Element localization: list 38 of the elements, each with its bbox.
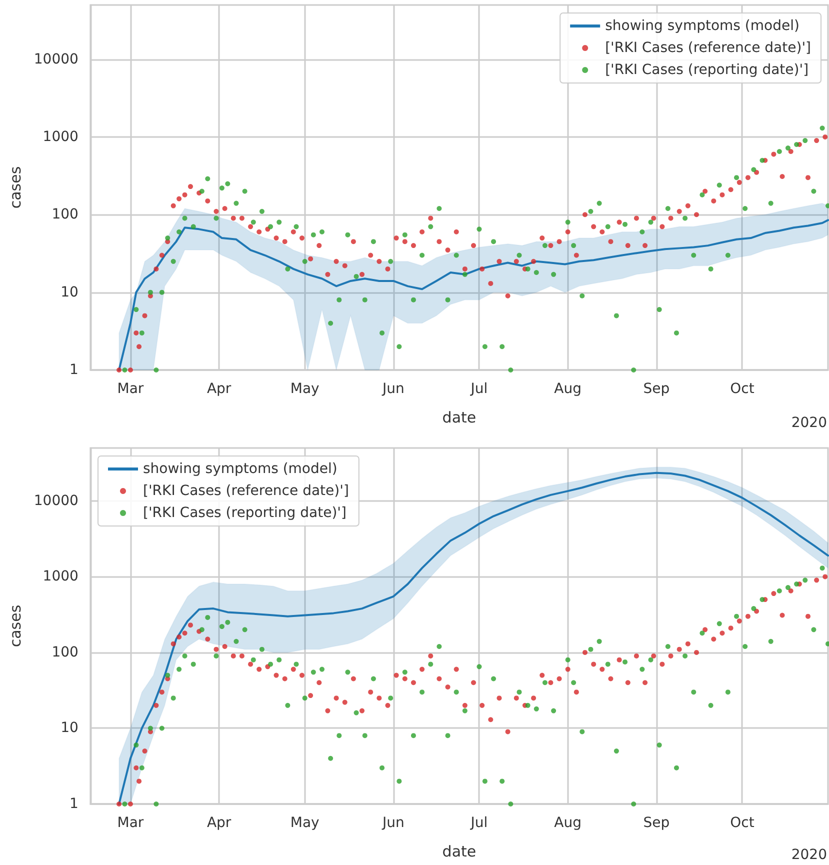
x-tick-label: May — [290, 815, 320, 831]
text: 2020 — [791, 415, 828, 431]
x-tick-label: Aug — [554, 815, 582, 831]
legend-label: ['RKI Cases (reference date)'] — [143, 483, 349, 499]
x-tick-label: Aug — [554, 381, 582, 397]
x-tick-label: Apr — [206, 381, 232, 397]
legend-label: ['RKI Cases (reference date)'] — [605, 40, 811, 56]
y-tick-label: 10 — [60, 720, 78, 736]
y-tick-label: 100 — [52, 644, 78, 660]
y-axis-title: cases — [6, 604, 24, 648]
x-tick-label: Sep — [643, 381, 670, 397]
legend-label: showing symptoms (model) — [143, 461, 338, 477]
y-tick-label: 10000 — [34, 492, 78, 509]
x-tick-label: Jun — [382, 815, 404, 831]
x-tick-label: Jul — [470, 381, 488, 397]
x-tick-label: Jun — [382, 381, 404, 397]
x-tick-label: Mar — [117, 381, 144, 397]
legend-label: showing symptoms (model) — [605, 18, 800, 34]
text: 2020 — [791, 847, 828, 863]
legend-label: ['RKI Cases (reporting date)'] — [143, 505, 346, 521]
y-tick-label: 10000 — [34, 51, 78, 68]
y-tick-label: 1 — [70, 796, 78, 812]
x-tick-label: Oct — [730, 815, 755, 831]
x-tick-label: Oct — [730, 381, 755, 397]
x-axis-title: date — [442, 842, 476, 860]
y-tick-label: 1 — [70, 362, 78, 378]
y-tick-label: 100 — [52, 206, 78, 223]
x-tick-label: May — [290, 381, 320, 397]
y-tick-label: 1000 — [42, 568, 78, 585]
x-tick-label: Mar — [117, 815, 144, 831]
x-tick-label: Apr — [206, 815, 232, 831]
y-tick-label: 1000 — [42, 128, 78, 145]
y-tick-label: 10 — [60, 284, 78, 300]
y-axis-title: cases — [6, 166, 24, 209]
legend-label: ['RKI Cases (reporting date)'] — [605, 62, 809, 78]
x-tick-label: Sep — [643, 815, 670, 831]
x-axis-title: date — [442, 408, 476, 426]
x-tick-label: Jul — [470, 815, 488, 831]
